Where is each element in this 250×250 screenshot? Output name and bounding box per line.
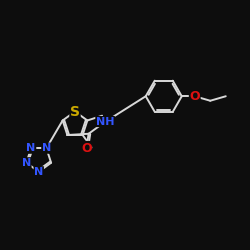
- Text: N: N: [22, 158, 31, 168]
- Text: N: N: [26, 143, 36, 153]
- Text: O: O: [190, 90, 200, 103]
- Text: N: N: [42, 143, 51, 153]
- Text: S: S: [70, 104, 80, 118]
- Text: NH: NH: [96, 116, 114, 126]
- Text: N: N: [34, 167, 43, 177]
- Text: O: O: [81, 142, 92, 154]
